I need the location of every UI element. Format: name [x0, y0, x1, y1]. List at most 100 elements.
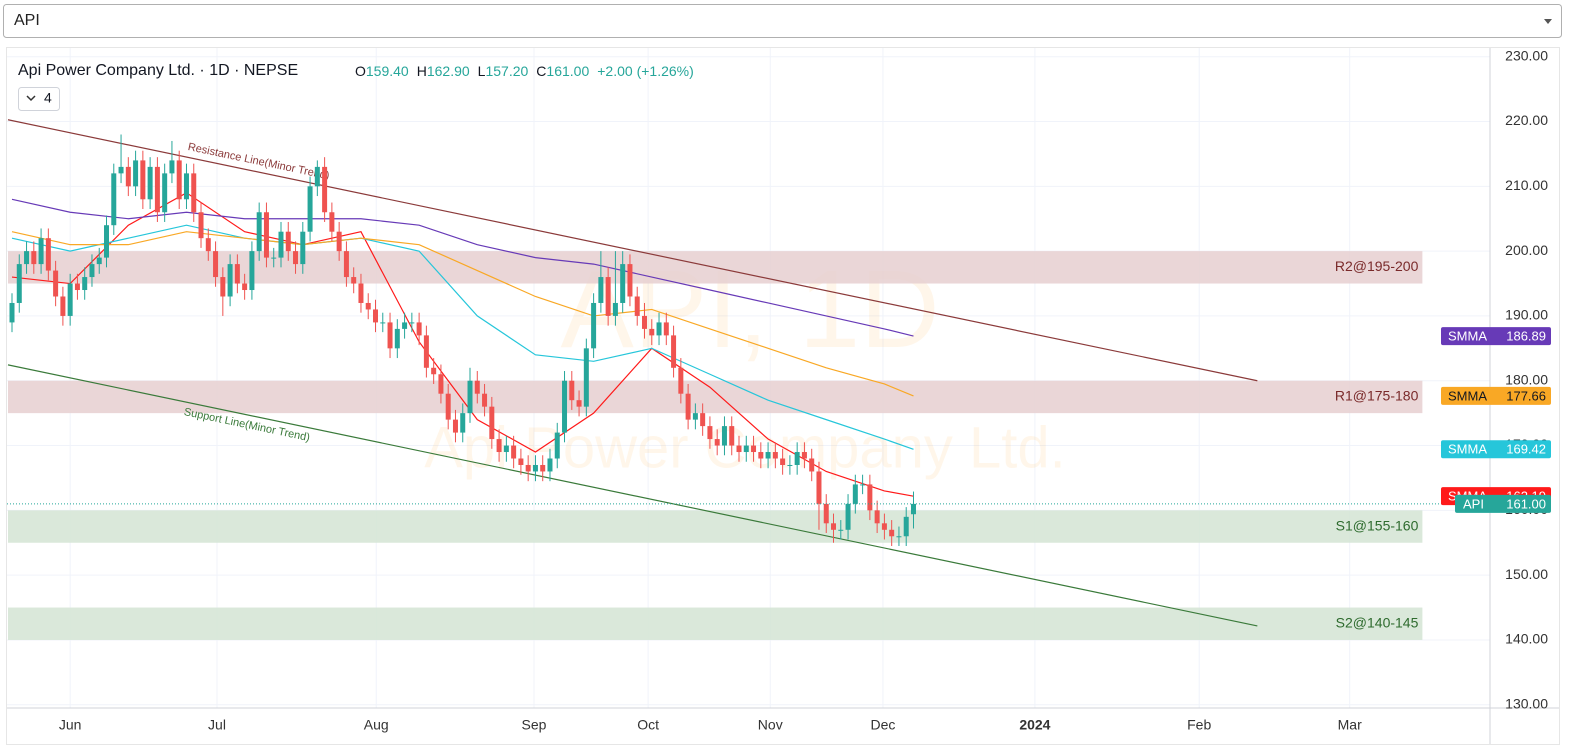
zone — [8, 510, 1423, 543]
candle-body — [271, 257, 277, 259]
candle-body — [351, 277, 357, 284]
legend-key: C — [536, 63, 546, 79]
candle-body — [74, 283, 80, 291]
candle-body — [285, 231, 291, 252]
x-tick-label: Oct — [637, 717, 659, 733]
price-tag — [1441, 386, 1551, 405]
legend-value: 157.20 — [485, 63, 528, 79]
candle-body — [809, 458, 815, 472]
legend-key: O — [355, 63, 366, 79]
symbol-select[interactable] — [3, 4, 1562, 38]
trend-line — [7, 364, 1258, 627]
candle-body — [31, 251, 37, 265]
candle-body — [605, 277, 611, 316]
zone — [8, 380, 1423, 414]
candle-body — [525, 464, 531, 472]
x-tick-label: Nov — [758, 717, 783, 733]
price-tag — [1441, 327, 1551, 346]
price-tag-name: SMMA — [1448, 442, 1487, 457]
price-tag-name: API — [1463, 496, 1484, 511]
candle-body — [634, 296, 640, 316]
candle-body — [205, 238, 211, 252]
candle-body — [169, 160, 175, 174]
candle-body — [787, 464, 793, 466]
candle-body — [263, 212, 269, 258]
candle-body — [910, 503, 916, 515]
candle-body — [125, 166, 131, 187]
candle-body — [140, 160, 146, 200]
candle-body — [111, 173, 117, 226]
candle-body — [380, 322, 386, 324]
zone-label: S2@140-145 — [1336, 614, 1419, 630]
price-tag-bg — [1455, 494, 1551, 513]
candle-body — [249, 251, 255, 291]
candle-body — [38, 238, 44, 265]
candle-body — [67, 283, 73, 316]
candle-body — [9, 302, 15, 323]
candle-body — [489, 406, 495, 440]
candle-body — [881, 523, 887, 530]
candle-body — [772, 452, 778, 459]
candle-body — [540, 464, 546, 472]
candle-body — [234, 264, 240, 284]
candle-body — [409, 322, 415, 324]
indicator-toggle[interactable] — [18, 87, 60, 111]
candle-body — [227, 264, 233, 297]
candle-body — [518, 458, 524, 465]
candle-body — [823, 503, 829, 524]
candle-body — [431, 367, 437, 375]
y-tick-label: 180.00 — [1505, 371, 1548, 387]
y-tick-label: 200.00 — [1505, 242, 1548, 258]
candle-body — [256, 212, 262, 252]
candle-body — [692, 413, 698, 420]
zone-label: R1@175-180 — [1335, 388, 1419, 404]
price-tag-value: 161.00 — [1506, 496, 1546, 511]
candle-body — [532, 464, 538, 472]
candle-body — [460, 413, 466, 433]
candle-body — [511, 445, 517, 459]
candle-body — [816, 471, 822, 504]
candle-body — [445, 393, 451, 420]
candle-body — [765, 452, 771, 459]
candle-body — [503, 445, 509, 453]
candle-body — [365, 302, 371, 310]
candle-body — [576, 400, 582, 407]
candle-body — [45, 238, 51, 271]
candle-body — [82, 277, 88, 291]
candle-body — [402, 322, 408, 329]
candle-body — [358, 283, 364, 303]
price-tag-value: 169.42 — [1506, 442, 1546, 457]
y-tick-label: 150.00 — [1505, 566, 1548, 582]
candle-body — [474, 380, 480, 394]
candle-body — [191, 173, 197, 213]
smma-line — [11, 224, 914, 450]
candle-body — [423, 335, 429, 368]
candle-body — [387, 322, 393, 349]
candle-body — [838, 529, 844, 531]
candle-body — [176, 160, 182, 200]
smma-line — [11, 231, 914, 397]
candle-body — [874, 510, 880, 524]
candle-body — [314, 166, 320, 187]
candle-body — [569, 380, 575, 401]
chart-title: Api Power Company Ltd. · 1D · NEPSE — [18, 62, 298, 79]
candle-body — [714, 439, 720, 446]
candle-body — [183, 173, 189, 200]
legend-key: H — [417, 63, 427, 79]
candle-body — [16, 264, 22, 303]
candle-body — [89, 264, 95, 278]
candle-body — [852, 484, 858, 504]
candle-body — [482, 393, 488, 407]
x-tick-label: Aug — [364, 717, 389, 733]
candle-body — [700, 413, 706, 427]
candle-body — [118, 166, 124, 174]
candle-body — [547, 458, 553, 472]
candle-body — [598, 277, 604, 303]
candle-body — [24, 251, 30, 265]
candle-body — [293, 251, 299, 265]
y-tick-label: 220.00 — [1505, 112, 1548, 128]
candle-body — [729, 426, 735, 446]
price-tag-value: 186.89 — [1506, 329, 1546, 344]
legend-value: 162.90 — [427, 63, 470, 79]
